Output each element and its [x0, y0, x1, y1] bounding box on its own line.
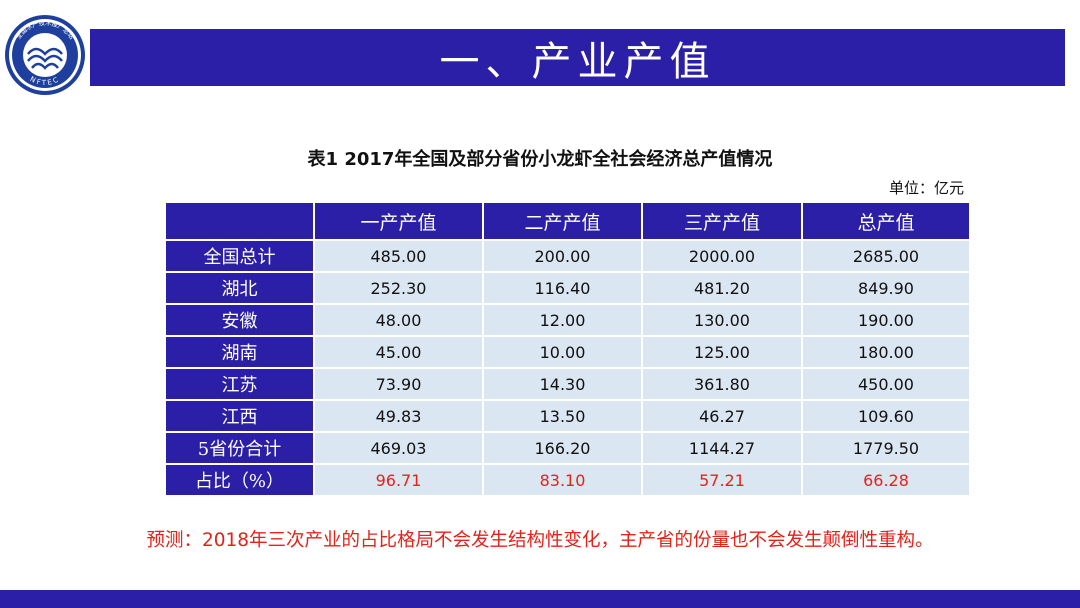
forecast-note: 预测：2018年三次产业的占比格局不会发生结构性变化，主产省的份量也不会发生颠倒…	[146, 530, 934, 551]
table-cell: 469.03	[315, 433, 484, 465]
table-cell: 12.00	[484, 305, 643, 337]
table-cell: 1144.27	[643, 433, 803, 465]
table-cell: 2685.00	[803, 241, 971, 273]
table-row: 江西 49.83 13.50 46.27 109.60	[166, 401, 971, 433]
row-label: 占比（%）	[166, 465, 315, 497]
table-cell: 13.50	[484, 401, 643, 433]
title-bar: 一、产业产值	[90, 29, 1065, 86]
row-label: 江苏	[166, 369, 315, 401]
table-row: 安徽 48.00 12.00 130.00 190.00	[166, 305, 971, 337]
table-cell: 200.00	[484, 241, 643, 273]
ratio-cell: 96.71	[315, 465, 484, 497]
table-row-subtotal: 5省份合计 469.03 166.20 1144.27 1779.50	[166, 433, 971, 465]
header-total-output: 总产值	[803, 203, 971, 241]
table-cell: 849.90	[803, 273, 971, 305]
table-cell: 1779.50	[803, 433, 971, 465]
row-label: 湖北	[166, 273, 315, 305]
slide-title: 一、产业产值	[439, 38, 716, 85]
ratio-cell: 83.10	[484, 465, 643, 497]
table-row: 湖南 45.00 10.00 125.00 180.00	[166, 337, 971, 369]
table-cell: 116.40	[484, 273, 643, 305]
table-cell: 125.00	[643, 337, 803, 369]
row-label: 江西	[166, 401, 315, 433]
table-header-row: 一产产值 二产产值 三产产值 总产值	[166, 203, 971, 241]
table-cell: 481.20	[643, 273, 803, 305]
table-row-ratio: 占比（%） 96.71 83.10 57.21 66.28	[166, 465, 971, 497]
table-cell: 166.20	[484, 433, 643, 465]
table-cell: 361.80	[643, 369, 803, 401]
table-cell: 130.00	[643, 305, 803, 337]
table-row: 湖北 252.30 116.40 481.20 849.90	[166, 273, 971, 305]
nftec-logo: 全国水产技术推广总站 NFTEC	[5, 15, 85, 95]
table-row: 全国总计 485.00 200.00 2000.00 2685.00	[166, 241, 971, 273]
table-row: 江苏 73.90 14.30 361.80 450.00	[166, 369, 971, 401]
table-cell: 46.27	[643, 401, 803, 433]
header-secondary-industry: 二产产值	[484, 203, 643, 241]
unit-label: 单位：亿元	[888, 179, 964, 197]
table-cell: 10.00	[484, 337, 643, 369]
table-cell: 49.83	[315, 401, 484, 433]
bottom-bar	[0, 590, 1080, 608]
table-cell: 190.00	[803, 305, 971, 337]
row-label: 湖南	[166, 337, 315, 369]
svg-text:NFTEC: NFTEC	[29, 75, 62, 87]
table-cell: 45.00	[315, 337, 484, 369]
ratio-cell: 57.21	[643, 465, 803, 497]
table-cell: 73.90	[315, 369, 484, 401]
table-cell: 109.60	[803, 401, 971, 433]
table-cell: 180.00	[803, 337, 971, 369]
table-caption: 表1 2017年全国及部分省份小龙虾全社会经济总产值情况	[307, 149, 773, 170]
output-value-table: 一产产值 二产产值 三产产值 总产值 全国总计 485.00 200.00 20…	[166, 203, 971, 497]
table-cell: 450.00	[803, 369, 971, 401]
header-primary-industry: 一产产值	[315, 203, 484, 241]
logo-bottom-text: NFTEC	[29, 75, 60, 87]
row-label: 全国总计	[166, 241, 315, 273]
row-label: 5省份合计	[166, 433, 315, 465]
row-label: 安徽	[166, 305, 315, 337]
table-cell: 485.00	[315, 241, 484, 273]
ratio-cell: 66.28	[803, 465, 971, 497]
table-cell: 2000.00	[643, 241, 803, 273]
table-cell: 252.30	[315, 273, 484, 305]
header-tertiary-industry: 三产产值	[643, 203, 803, 241]
table-cell: 14.30	[484, 369, 643, 401]
table-cell: 48.00	[315, 305, 484, 337]
header-corner	[166, 203, 315, 241]
